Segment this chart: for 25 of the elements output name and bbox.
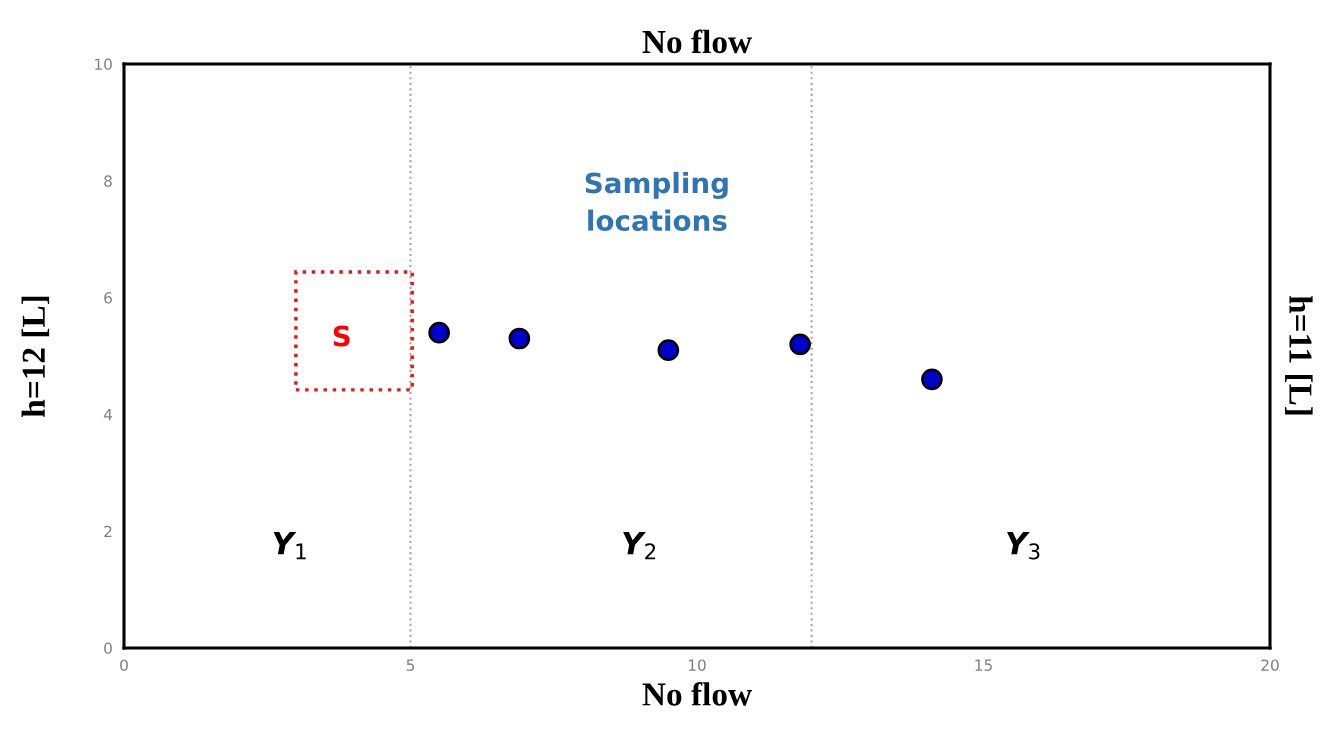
y-tick-label: 0 [104,642,112,655]
point [428,321,450,344]
point [789,333,811,356]
point [508,327,531,350]
x-tick-label: 10 [688,659,706,671]
x-axis-title: No flow [642,681,752,706]
x-tick-label: 0 [120,659,128,671]
annotation: Sampling locations [585,171,728,232]
y-tick-label: 8 [104,175,112,187]
point [657,339,680,361]
y-tick-label: 10 [95,58,112,71]
y-axis-title: h=12 [L] [21,296,50,417]
annotation: S [333,325,350,347]
annotation: Y$_{2}$ [623,531,656,560]
chart-title: No flow [642,29,752,54]
y-tick-label: 6 [104,292,112,304]
annotation: Y$_{3}$ [1007,531,1040,560]
y-tick-label: 2 [104,525,112,537]
point [921,368,943,391]
x-tick-label: 15 [975,659,992,671]
x-tick-label: 20 [1261,659,1279,671]
annotation: Y$_{1}$ [273,531,306,560]
y-tick-label: 4 [103,409,113,421]
x-tick-label: 5 [406,659,415,671]
y2-axis-title: h=11 [L] [1285,295,1313,415]
